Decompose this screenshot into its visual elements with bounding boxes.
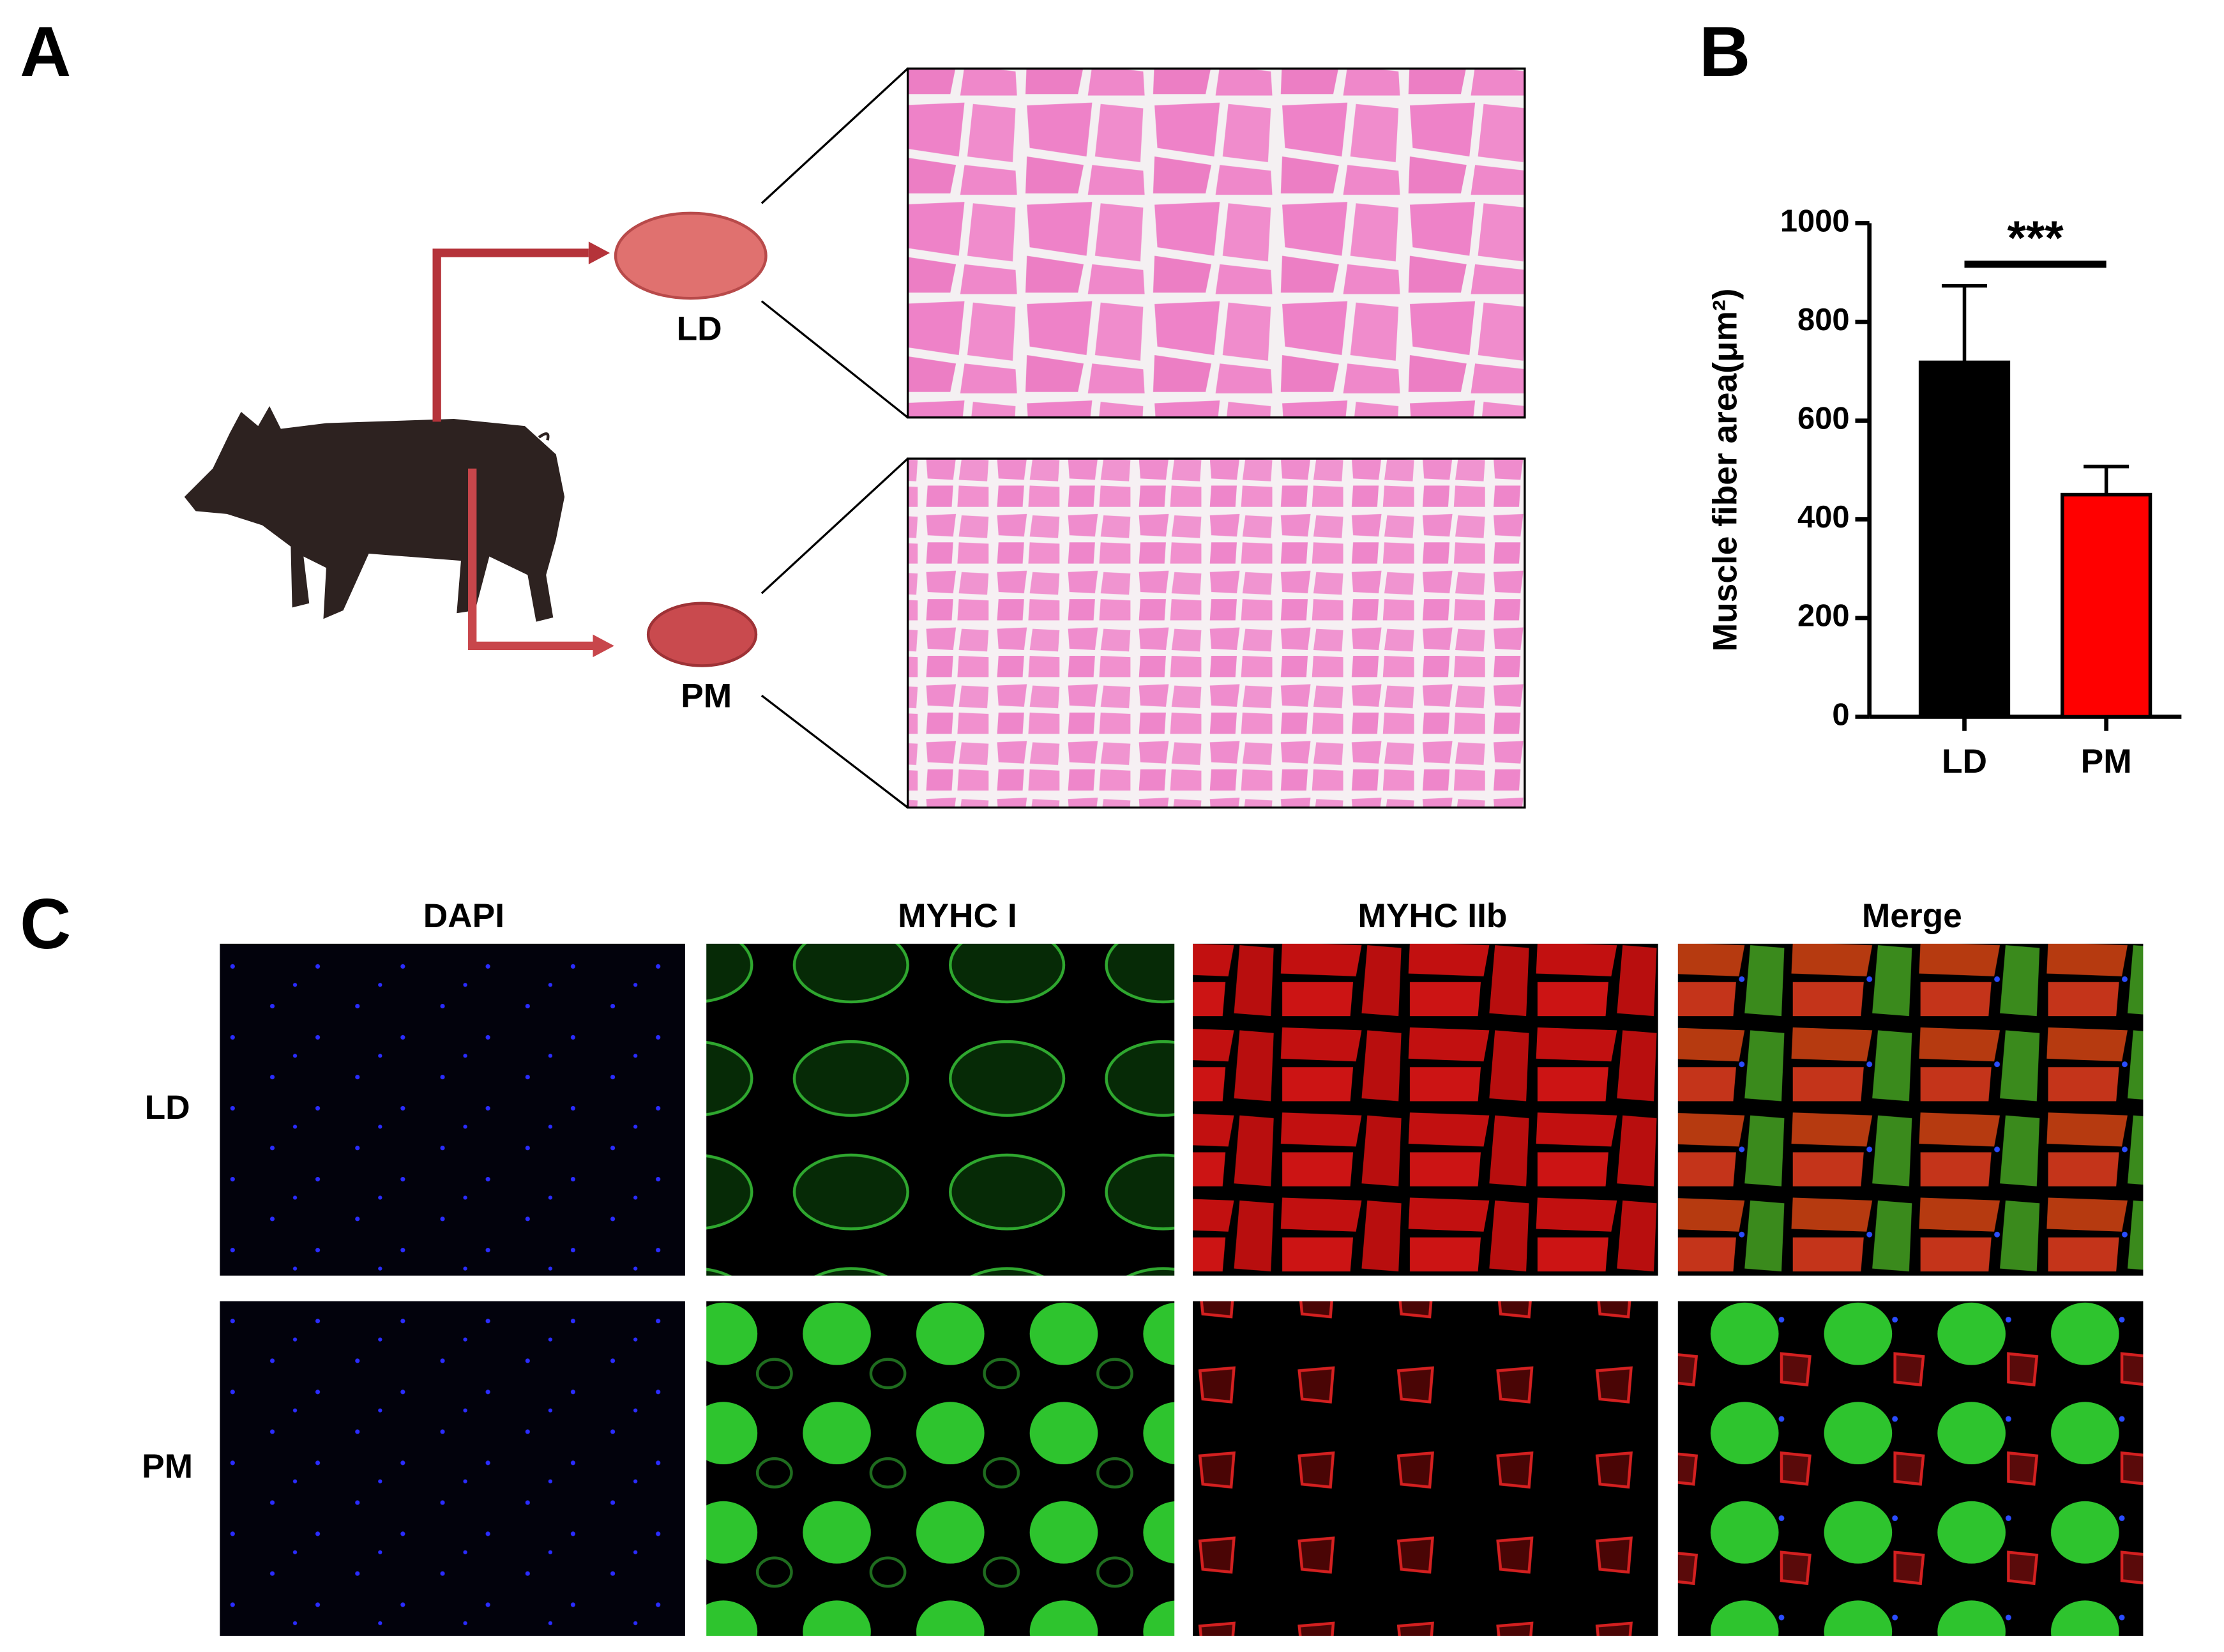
he-image — [906, 67, 1526, 419]
x-tick-label: LD — [1942, 743, 1987, 780]
bar-chart: Muscle fiber area(μm²) 0 200 400 600 800 1000… — [1707, 204, 2182, 780]
panel-label: C — [20, 884, 71, 964]
column-label: MYHC I — [898, 897, 1017, 935]
arrows — [432, 241, 614, 658]
if-image — [706, 1301, 1175, 1636]
if-image — [1677, 943, 2144, 1276]
column-label: DAPI — [423, 897, 504, 935]
tissue-label: LD — [677, 310, 722, 347]
meat-ld — [614, 211, 768, 300]
column-label: Merge — [1862, 897, 1962, 935]
y-tick-label: 0 — [1832, 697, 1849, 732]
y-tick-label: 800 — [1797, 303, 1850, 337]
column-label: MYHC IIb — [1358, 897, 1508, 935]
if-image — [220, 1301, 685, 1636]
if-image — [1193, 943, 1658, 1276]
bar — [1918, 360, 2011, 719]
bar — [2060, 492, 2152, 719]
y-tick-label: 200 — [1797, 599, 1850, 633]
row-label: LD — [145, 1089, 190, 1126]
tissue-label: PM — [681, 678, 732, 715]
panel-label: B — [1699, 11, 1750, 91]
if-image — [1677, 1301, 2144, 1636]
zoom-lines — [760, 68, 909, 808]
fluorescence-images — [220, 943, 2144, 1636]
significance-label: *** — [2007, 211, 2064, 265]
y-tick-label: 1000 — [1780, 204, 1850, 238]
pig — [184, 405, 565, 622]
panel-label: A — [20, 11, 71, 91]
row-label: PM — [142, 1448, 193, 1485]
y-tick-label: 600 — [1797, 402, 1850, 436]
y-tick-label: 400 — [1797, 500, 1850, 534]
if-image — [1193, 1301, 1658, 1636]
x-tick-label: PM — [2081, 743, 2132, 780]
y-axis-label: Muscle fiber area(μm²) — [1707, 289, 1744, 652]
meat-pm — [646, 602, 758, 667]
if-image — [706, 943, 1175, 1276]
if-image — [220, 943, 685, 1276]
he-image — [906, 457, 1526, 809]
